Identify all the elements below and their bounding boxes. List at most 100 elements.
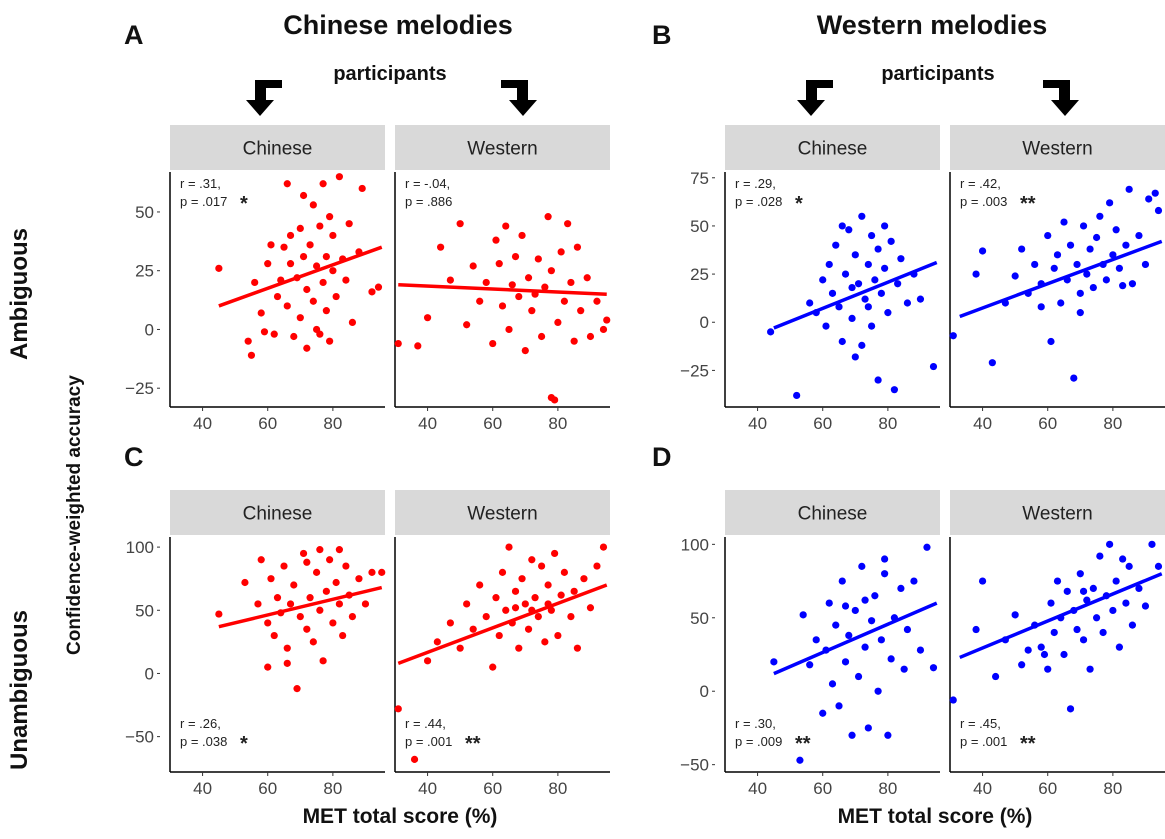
x-tick-label: 80: [1103, 779, 1122, 798]
data-point: [851, 251, 859, 259]
data-point: [1135, 231, 1143, 240]
data-point: [573, 644, 582, 652]
data-point: [326, 213, 334, 221]
data-point: [887, 655, 895, 663]
data-point: [215, 610, 223, 618]
data-point: [848, 283, 856, 292]
data-point: [254, 600, 262, 608]
data-point: [864, 260, 872, 269]
data-point: [851, 353, 859, 361]
x-tick-label: 40: [418, 414, 437, 433]
data-point: [1044, 231, 1052, 240]
data-point: [260, 328, 269, 336]
data-point: [283, 659, 291, 667]
x-axis-title-right: MET total score (%): [837, 805, 1033, 828]
data-point: [1119, 555, 1127, 563]
x-tick-label: 60: [813, 779, 832, 798]
data-point: [273, 292, 282, 301]
data-point: [544, 581, 552, 589]
panel-d-western-strip-label: Western: [1022, 504, 1092, 525]
data-point: [1125, 562, 1133, 570]
data-point: [858, 341, 866, 349]
data-point: [1057, 299, 1065, 307]
data-point: [495, 260, 503, 268]
data-point: [1102, 276, 1110, 284]
panel-c-western-strip: [395, 490, 610, 535]
data-point: [1086, 245, 1094, 253]
data-point: [835, 702, 843, 710]
x-tick-label: 40: [418, 779, 437, 798]
data-point: [1145, 195, 1153, 203]
data-point: [280, 562, 288, 570]
data-point: [273, 594, 282, 602]
panel-letter-d: D: [652, 442, 672, 472]
panel-a-western-stat-r: r = -.04,: [405, 176, 450, 191]
panel-a-chinese-fit-line: [218, 245, 383, 308]
data-point: [599, 543, 608, 551]
data-point: [1066, 241, 1075, 249]
x-tick-label: 80: [1103, 414, 1122, 433]
data-point: [368, 568, 376, 576]
data-point: [838, 577, 846, 585]
y-tick-label: 75: [690, 169, 709, 188]
data-point: [854, 280, 863, 288]
panel-a-chinese-strip-label: Chinese: [243, 139, 313, 160]
data-point: [554, 318, 562, 326]
data-point: [342, 562, 350, 570]
y-tick-label: 50: [690, 217, 709, 236]
panel-a-western-stat-p: p = .886: [405, 194, 452, 209]
panel-a-chinese-significance: *: [240, 193, 248, 215]
data-point: [283, 180, 291, 188]
data-point: [877, 636, 885, 644]
x-tick-label: 40: [748, 779, 767, 798]
y-tick-label: −50: [680, 756, 709, 775]
panel-a-western-strip-label: Western: [467, 139, 537, 160]
panel-b-chinese-stat-p: p = .028: [735, 194, 782, 209]
data-point: [867, 231, 876, 240]
data-point: [537, 562, 546, 570]
data-point: [593, 562, 601, 570]
data-point: [361, 600, 370, 608]
data-point: [306, 241, 314, 249]
x-tick-label: 40: [193, 779, 212, 798]
panel-d-chinese-stat-r: r = .30,: [735, 716, 776, 731]
data-point: [861, 643, 869, 651]
data-point: [329, 231, 337, 240]
panel-a-western-fit-line: [398, 283, 607, 296]
panel-letter-b: B: [652, 20, 672, 50]
data-point: [871, 276, 879, 284]
data-point: [345, 220, 353, 228]
panel-d-western-strip: [950, 490, 1165, 535]
data-point: [348, 318, 357, 326]
data-point: [511, 604, 520, 612]
data-point: [534, 255, 542, 263]
data-point: [900, 665, 908, 673]
data-point: [874, 376, 882, 384]
data-point: [544, 213, 552, 221]
data-point: [972, 625, 980, 634]
data-point: [929, 362, 938, 371]
data-point: [988, 359, 996, 367]
data-point: [557, 591, 565, 599]
data-point: [832, 241, 840, 249]
data-point: [570, 587, 578, 595]
data-point: [511, 253, 520, 261]
data-point: [286, 231, 295, 240]
data-point: [241, 578, 249, 587]
data-point: [1037, 643, 1045, 651]
data-point: [1040, 650, 1049, 659]
data-point: [570, 337, 578, 345]
y-tick-label: 50: [135, 601, 154, 620]
x-tick-label: 60: [813, 414, 832, 433]
data-point: [329, 267, 337, 275]
data-point: [1125, 185, 1133, 193]
x-tick-label: 80: [548, 779, 567, 798]
data-point: [897, 255, 905, 263]
arrow-right-b: [1043, 80, 1079, 116]
y-tick-label: 50: [135, 203, 154, 222]
panel-c-chinese-strip-label: Chinese: [243, 504, 313, 525]
data-point: [339, 631, 347, 640]
panel-b-chinese-stat-r: r = .29,: [735, 176, 776, 191]
x-tick-label: 40: [973, 414, 992, 433]
data-point: [319, 180, 327, 188]
